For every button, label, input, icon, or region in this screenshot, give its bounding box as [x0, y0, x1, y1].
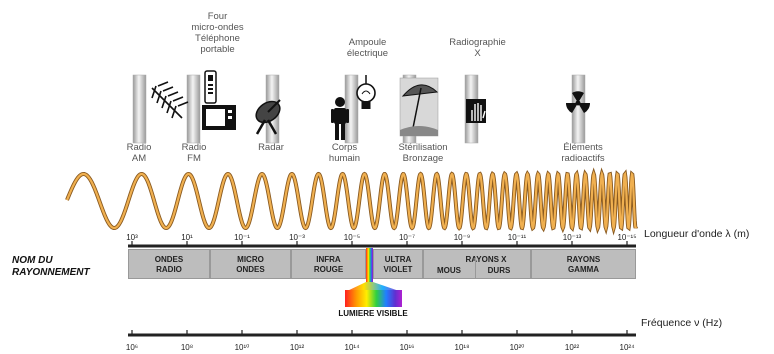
band-radio-line-2: RADIO [156, 265, 182, 274]
band-ultra-line-1: ULTRA [384, 255, 412, 264]
body-bar-icon [344, 74, 359, 144]
parasol-icon [399, 77, 439, 137]
wave-group [65, 167, 638, 236]
band-xray-durs: DURS [487, 266, 511, 275]
radiographie-line-2: X [474, 48, 481, 59]
band-gamma-line-2: GAMMA [567, 265, 600, 274]
radiographie-line-1: Radiographie [449, 37, 506, 48]
elements-line-1: Éléments [563, 142, 603, 153]
band-infra-line-2: ROUGE [313, 265, 344, 274]
source-label-sterilisation: Stérilisation Bronzage [388, 142, 458, 164]
bulb-icon [356, 75, 376, 109]
frequency-tick-label: 10¹⁸ [454, 343, 470, 352]
band-ultra: ULTRA VIOLET [373, 249, 423, 279]
source-label-radio-fm: Radio FM [174, 142, 214, 164]
visible-funnel [345, 282, 402, 292]
band-gamma: RAYONS GAMMA [531, 249, 636, 279]
visible-spectrum [345, 248, 402, 307]
band-radio-line-1: ONDES [154, 255, 184, 264]
corps-line-2: humain [328, 153, 361, 164]
band-infra: INFRA ROUGE [291, 249, 366, 279]
wavelength-ticks [131, 241, 628, 247]
xray-hand-icon [466, 99, 486, 123]
four-line-4: portable [200, 44, 235, 55]
radar-dish-icon [255, 99, 281, 135]
wavelength-tick-label: 10⁻³ [289, 233, 305, 242]
wavelength-tick-label: 10⁻¹³ [562, 233, 582, 242]
ampoule-line-2: électrique [346, 48, 389, 59]
person-icon [331, 97, 349, 140]
band-gamma-line-1: RAYONS [566, 255, 601, 264]
frequency-tick-label: 10²⁴ [619, 343, 635, 352]
name-title-line-1: NOM DU [12, 255, 53, 266]
source-label-four: Four micro-ondes Téléphone portable [185, 11, 250, 55]
elements-line-2: radioactifs [561, 153, 605, 164]
source-label-ampoule: Ampoule électrique [335, 37, 400, 59]
wave-line [65, 170, 638, 233]
antenna-icon [151, 81, 189, 119]
source-label-radar: Radar [258, 142, 284, 153]
band-ultra-line-2: VIOLET [383, 265, 413, 274]
wavelength-tick-label: 10⁻⁹ [453, 233, 471, 242]
radioactive-icon [565, 91, 591, 113]
frequency-tick-label: 10²² [564, 343, 580, 352]
wavelength-tick-label: 10⁻⁵ [343, 233, 361, 242]
frequency-tick-label: 10¹⁴ [344, 343, 360, 352]
ampoule-line-1: Ampoule [348, 37, 387, 48]
radio-fm-bar-icon [186, 74, 201, 144]
corps-line-1: Corps [331, 142, 358, 153]
band-radio: ONDES RADIO [128, 249, 210, 279]
source-label-radiographie: Radiographie X [440, 37, 515, 59]
band-xray-divider [475, 258, 476, 279]
radio-am-line-2: AM [131, 153, 147, 164]
radio-fm-line-2: FM [187, 153, 201, 164]
band-micro-line-1: MICRO [237, 255, 264, 264]
radio-fm-line-1: Radio [181, 142, 207, 153]
source-label-radio-am: Radio AM [119, 142, 159, 164]
band-micro-line-2: ONDES [236, 265, 265, 274]
wavelength-tick-label: 10⁻⁷ [398, 233, 415, 242]
frequency-tick-label: 10¹⁶ [399, 343, 415, 352]
radio-am-line-1: Radio [126, 142, 152, 153]
wavelength-tick-label: 10⁻¹⁵ [617, 233, 637, 242]
wavelength-tick-label: 10³ [126, 233, 138, 242]
source-label-elements: Éléments radioactifs [553, 142, 613, 164]
visible-light-label: LUMIERE VISIBLE [338, 309, 408, 318]
phone-icon [204, 70, 217, 104]
band-xray-mous: MOUS [437, 266, 461, 275]
band-xray-title: RAYONS X [465, 255, 507, 264]
sterilisation-line-1: Stérilisation [398, 142, 448, 153]
four-line-2: micro-ondes [191, 22, 244, 33]
visible-spectrum-bar [345, 290, 402, 307]
radiation-name-title: NOM DU RAYONNEMENT [12, 255, 90, 279]
frequency-tick-label: 10⁶ [125, 343, 139, 352]
frequency-tick-label: 10⁸ [180, 343, 194, 352]
band-micro: MICRO ONDES [210, 249, 291, 279]
four-line-3: Téléphone [195, 33, 240, 44]
radio-am-bar-icon [132, 74, 147, 144]
visible-line [366, 248, 373, 288]
name-title-line-2: RAYONNEMENT [12, 267, 90, 278]
frequency-tick-label: 10²⁰ [509, 343, 525, 352]
frequency-axis-title: Fréquence ν (Hz) [641, 317, 723, 329]
microwave-icon [202, 105, 236, 130]
source-label-corps: Corps humain [322, 142, 367, 164]
frequency-tick-label: 10¹² [289, 343, 305, 352]
wavelength-tick-label: 10⁻¹ [234, 233, 250, 242]
four-line-1: Four [207, 11, 228, 22]
frequency-ticks [131, 330, 628, 336]
sterilisation-line-2: Bronzage [402, 153, 444, 164]
wavelength-tick-label: 10⁻¹¹ [507, 233, 527, 242]
frequency-tick-label: 10¹⁰ [234, 343, 250, 352]
wavelength-axis-title: Longueur d'onde λ (m) [644, 228, 750, 240]
wavelength-tick-label: 10¹ [181, 233, 193, 242]
band-infra-line-1: INFRA [316, 255, 341, 264]
band-xray: RAYONS X MOUS DURS [423, 249, 531, 279]
